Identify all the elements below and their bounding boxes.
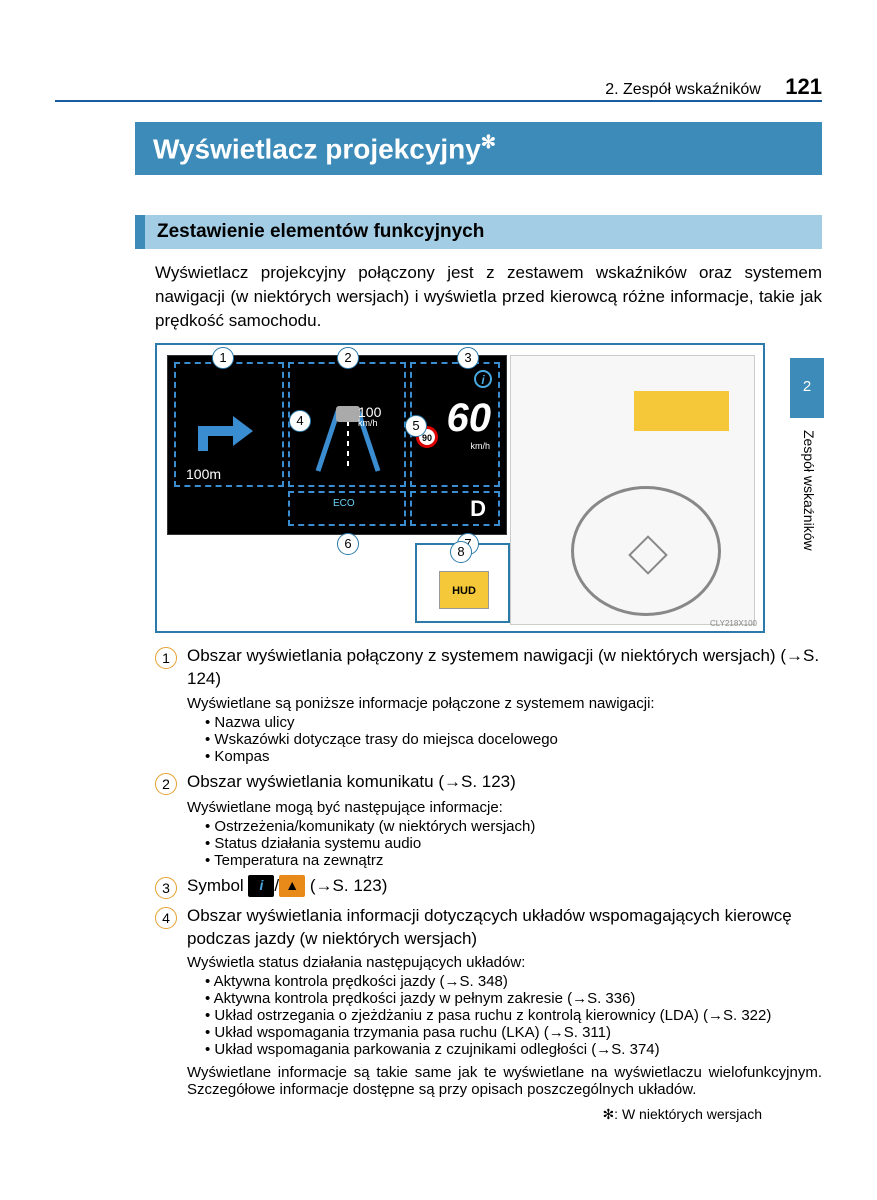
list-item-3: 3 Symbol i/▲ (→S. 123) [155,875,822,899]
speed-unit: km/h [470,441,490,451]
item-bullets: Ostrzeżenia/komunikaty (w niektórych wer… [205,818,822,869]
item-number: 1 [155,647,177,669]
image-code: CLY218X100 [710,619,757,628]
item-bullets: Aktywna kontrola prędkości jazdy (→S. 34… [205,973,822,1058]
item-after-text: Wyświetlane informacje są takie same jak… [187,1064,822,1098]
side-tab-label: Zespół wskaźników [801,430,817,551]
page-number: 121 [785,74,822,99]
bullet: Nazwa ulicy [205,714,822,731]
hud-region-7 [410,491,500,526]
gear-label: D [470,496,486,522]
bullet: Kompas [205,748,822,765]
bullet: Aktywna kontrola prędkości jazdy (→S. 34… [205,973,822,990]
hud-diagram: 100m 100 km/h 90 60 km/h ECO D i 1 2 3 4… [155,343,765,633]
info-inline-icon: i [248,875,274,897]
item-number: 4 [155,907,177,929]
current-speed: 60 [447,396,492,441]
symbol-prefix: Symbol [187,876,248,895]
bullet: Status działania systemu audio [205,835,822,852]
item-title: Obszar wyświetlania komunikatu (→S. 123) [187,771,822,795]
info-icon: i [474,370,492,388]
turn-arrow-icon [188,406,258,456]
list-item-1: 1 Obszar wyświetlania połączony z system… [155,645,822,691]
bullet: Układ wspomagania parkowania z czujnikam… [205,1041,822,1058]
subsection-heading: Zestawienie elementów funkcyjnych [135,215,822,249]
callout-3: 3 [457,347,479,369]
list-item-2: 2 Obszar wyświetlania komunikatu (→S. 12… [155,771,822,795]
windshield-highlight [634,391,729,431]
steering-wheel-icon [571,486,721,616]
dashboard-sketch [510,355,755,625]
callout-6: 6 [337,533,359,555]
footnote: ✻: W niektórych wersjach [55,1106,762,1123]
item-subtext: Wyświetla status działania następujących… [187,954,822,971]
side-tab-number: 2 [803,378,811,395]
intro-paragraph: Wyświetlacz projekcyjny połączony jest z… [155,261,822,332]
distance-label: 100m [186,466,221,482]
header: 2. Zespół wskaźników 121 [605,74,822,100]
item-title: Symbol i/▲ (→S. 123) [187,875,822,899]
bullet: Układ wspomagania trzymania pasa ruchu (… [205,1024,822,1041]
bullet: Ostrzeżenia/komunikaty (w niektórych wer… [205,818,822,835]
header-rule: 2. Zespół wskaźników 121 [55,100,822,102]
bullet: Układ ostrzegania o zjeżdżaniu z pasa ru… [205,1007,822,1024]
bullet: Aktywna kontrola prędkości jazdy w pełny… [205,990,822,1007]
callout-5: 5 [405,415,427,437]
callout-8: 8 [450,541,472,563]
item-number: 2 [155,773,177,795]
callout-1: 1 [212,347,234,369]
hud-button: HUD [439,571,489,609]
eco-label: ECO [333,498,355,509]
item-bullets: Nazwa ulicy Wskazówki dotyczące trasy do… [205,714,822,765]
warning-inline-icon: ▲ [279,875,305,897]
item-subtext: Wyświetlane są poniższe informacje połąc… [187,695,822,712]
speed-limit-unit: km/h [358,418,378,428]
item-title: Obszar wyświetlania informacji dotyczący… [187,905,822,951]
item-number: 3 [155,877,177,899]
bullet: Temperatura na zewnątrz [205,852,822,869]
item-subtext: Wyświetlane mogą być następujące informa… [187,799,822,816]
side-tab: 2 [790,358,824,418]
symbol-suffix: (→S. 123) [310,876,387,895]
section-label: 2. Zespół wskaźników [605,81,761,98]
callout-4: 4 [289,410,311,432]
title-asterisk: ✻ [481,132,496,152]
item-title: Obszar wyświetlania połączony z systemem… [187,645,822,691]
page-title: Wyświetlacz projekcyjny✻ [135,122,822,175]
title-text: Wyświetlacz projekcyjny [153,133,481,164]
hud-screen: 100m 100 km/h 90 60 km/h ECO D i [167,355,507,535]
list-item-4: 4 Obszar wyświetlania informacji dotyczą… [155,905,822,951]
callout-2: 2 [337,347,359,369]
bullet: Wskazówki dotyczące trasy do miejsca doc… [205,731,822,748]
numbered-list: 1 Obszar wyświetlania połączony z system… [155,645,822,1099]
